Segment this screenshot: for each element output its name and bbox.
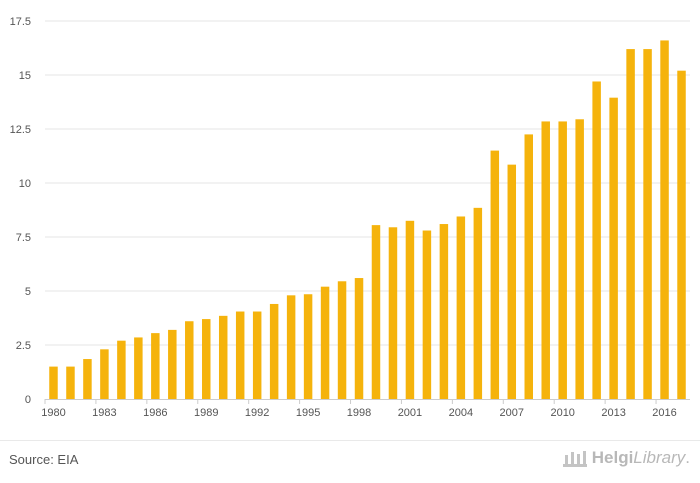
bar-1982 bbox=[83, 359, 92, 399]
y-tick-label: 10 bbox=[19, 178, 31, 190]
bar-1986 bbox=[151, 333, 160, 399]
y-tick-label: 12.5 bbox=[10, 124, 31, 136]
bar-2013 bbox=[609, 97, 618, 400]
x-tick-label: 1980 bbox=[41, 407, 65, 419]
bar-1992 bbox=[252, 311, 262, 399]
x-tick-label: 2010 bbox=[550, 407, 574, 419]
bar-2010 bbox=[558, 121, 567, 399]
bar-2012 bbox=[592, 81, 601, 399]
bar-2001 bbox=[405, 220, 415, 399]
y-tick-label: 15 bbox=[19, 70, 31, 82]
x-tick-label: 1992 bbox=[245, 407, 269, 419]
footer-divider bbox=[0, 440, 700, 441]
brand-name-suffix: . bbox=[685, 448, 690, 467]
x-tick-label: 1986 bbox=[143, 407, 167, 419]
bar-2002 bbox=[422, 230, 432, 399]
bar-2017 bbox=[677, 70, 686, 400]
bar-1995 bbox=[303, 294, 313, 399]
y-tick-label: 7.5 bbox=[16, 232, 31, 244]
bar-2008 bbox=[524, 134, 533, 399]
bar-2014 bbox=[626, 49, 635, 399]
bar-2007 bbox=[507, 164, 517, 399]
x-tick-label: 2007 bbox=[500, 407, 524, 419]
bar-2016 bbox=[660, 40, 669, 399]
bar-1994 bbox=[286, 295, 296, 399]
bar-chart: 0 2.5 5 7.5 10 12.5 15 17.5 1980 1983 1986 1989 1992… bbox=[10, 16, 690, 419]
x-tick-label: 1983 bbox=[92, 407, 116, 419]
bar-2011 bbox=[575, 119, 584, 399]
x-tick-label: 2004 bbox=[449, 407, 473, 419]
library-building-icon bbox=[562, 451, 587, 467]
bar-2003 bbox=[439, 224, 449, 399]
bar-1988 bbox=[185, 321, 194, 399]
bar-2004 bbox=[456, 216, 466, 399]
x-tick-label: 1989 bbox=[194, 407, 218, 419]
bar-1997 bbox=[337, 281, 347, 399]
bar-2006 bbox=[490, 150, 500, 399]
y-tick-label: 0 bbox=[25, 394, 31, 406]
bar-2000 bbox=[388, 227, 398, 399]
x-tick-label: 1998 bbox=[347, 407, 371, 419]
bar-1985 bbox=[134, 337, 143, 399]
bar-1981 bbox=[66, 366, 75, 399]
bar-2015 bbox=[643, 49, 652, 399]
bar-1996 bbox=[320, 286, 330, 399]
bar-1998 bbox=[354, 278, 364, 399]
brand-logo: HelgiLibrary. bbox=[562, 448, 690, 468]
bar-1999 bbox=[371, 225, 381, 399]
bar-1984 bbox=[117, 340, 126, 399]
bar-1983 bbox=[100, 349, 109, 399]
bar-1989 bbox=[202, 319, 211, 399]
brand-name-part1: Helgi bbox=[591, 448, 634, 467]
bar-1990 bbox=[218, 315, 228, 399]
brand-name-part2: Library bbox=[633, 448, 686, 467]
bar-1987 bbox=[168, 329, 177, 399]
source-note: Source: EIA bbox=[9, 452, 79, 467]
bar-1980 bbox=[49, 366, 58, 399]
x-tick-label: 1995 bbox=[296, 407, 320, 419]
bar-2005 bbox=[473, 207, 483, 399]
x-tick-label: 2013 bbox=[601, 407, 625, 419]
bar-2009 bbox=[541, 121, 550, 399]
bar-1991 bbox=[235, 311, 245, 399]
x-tick-label: 2001 bbox=[398, 407, 422, 419]
y-tick-label: 5 bbox=[25, 286, 31, 298]
bar-1993 bbox=[269, 303, 279, 399]
y-tick-label: 17.5 bbox=[10, 16, 31, 28]
y-tick-label: 2.5 bbox=[16, 340, 31, 352]
x-tick-label: 2016 bbox=[652, 407, 676, 419]
